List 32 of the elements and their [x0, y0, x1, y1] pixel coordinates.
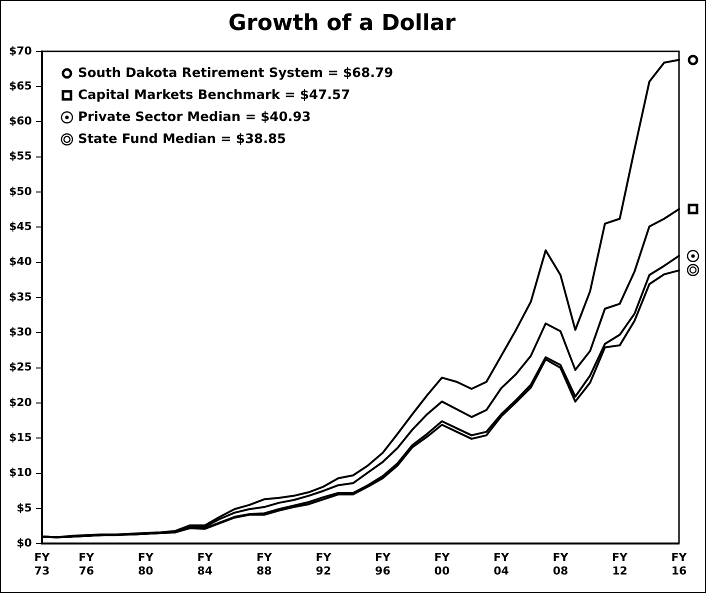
x-tick-label: FY 16 — [671, 551, 688, 578]
y-tick-label: $20 — [8, 396, 32, 409]
y-tick-label: $55 — [8, 150, 32, 163]
legend-label: State Fund Median = $38.85 — [78, 132, 286, 147]
y-tick-label: $60 — [8, 114, 32, 128]
x-tick-label: FY 00 — [434, 551, 451, 578]
x-tick-label: FY 80 — [138, 551, 154, 578]
y-tick-label: $30 — [8, 326, 32, 339]
x-tick-label: FY 73 — [34, 551, 51, 578]
legend-label: Capital Markets Benchmark = $47.57 — [78, 88, 350, 103]
y-tick-label: $65 — [8, 79, 32, 92]
legend-label: Private Sector Median = $40.93 — [78, 110, 311, 125]
y-tick-label: $70 — [8, 44, 32, 58]
x-tick-label: FY 84 — [197, 551, 214, 578]
chart-title: Growth of a Dollar — [228, 10, 456, 36]
y-tick-label: $50 — [8, 184, 32, 198]
y-tick-label: $35 — [8, 290, 32, 304]
x-tick-label: FY 96 — [374, 551, 392, 578]
y-tick-label: $10 — [8, 466, 32, 480]
y-tick-label: $40 — [8, 255, 32, 268]
x-tick-label: FY 76 — [78, 551, 96, 578]
y-tick-label: $15 — [8, 430, 32, 444]
y-tick-label: $0 — [16, 536, 32, 550]
legend-label: South Dakota Retirement System = $68.79 — [78, 66, 394, 81]
y-tick-label: $45 — [8, 220, 32, 234]
x-tick-label: FY 04 — [493, 551, 510, 578]
x-tick-label: FY 12 — [612, 551, 629, 578]
x-tick-label: FY 08 — [552, 551, 570, 578]
x-tick-label: FY 92 — [316, 551, 332, 578]
y-tick-label: $25 — [8, 360, 32, 374]
x-tick-label: FY 88 — [256, 551, 273, 578]
y-tick-label: $5 — [16, 501, 32, 514]
